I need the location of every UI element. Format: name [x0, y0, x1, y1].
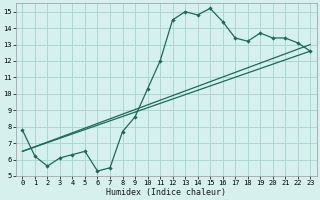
X-axis label: Humidex (Indice chaleur): Humidex (Indice chaleur) — [106, 188, 226, 197]
